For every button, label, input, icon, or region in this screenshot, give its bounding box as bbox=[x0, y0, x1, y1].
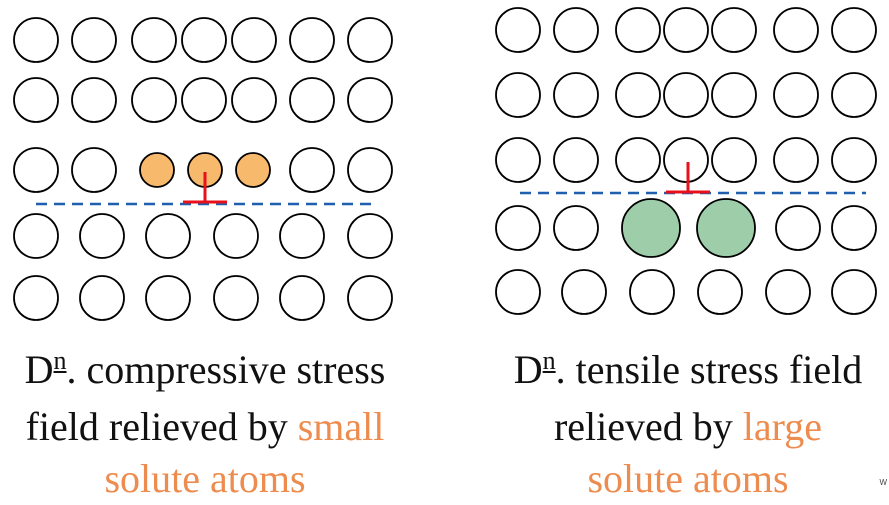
host-atom bbox=[711, 7, 757, 53]
right-caption: Dn. tensile stress field relieved by lar… bbox=[488, 344, 888, 505]
host-atom bbox=[553, 7, 599, 53]
host-atom bbox=[213, 275, 259, 321]
host-atom bbox=[347, 275, 393, 321]
host-atom bbox=[347, 17, 393, 63]
host-atom bbox=[347, 147, 393, 193]
right-caption-line3: solute atoms bbox=[587, 456, 789, 501]
host-atom bbox=[279, 275, 325, 321]
host-atom bbox=[773, 72, 819, 118]
host-atom bbox=[561, 269, 607, 315]
host-atom bbox=[131, 77, 177, 123]
large-solute-atom bbox=[696, 198, 756, 258]
right-caption-line1: Dn. tensile stress field bbox=[513, 346, 863, 392]
large-solute-atom bbox=[621, 198, 681, 258]
host-atom bbox=[145, 275, 191, 321]
host-atom bbox=[773, 137, 819, 183]
host-atom bbox=[831, 72, 877, 118]
host-atom bbox=[13, 213, 59, 259]
host-atom bbox=[773, 7, 819, 53]
host-atom bbox=[553, 72, 599, 118]
host-atom bbox=[79, 213, 125, 259]
host-atom bbox=[831, 205, 877, 251]
host-atom bbox=[615, 72, 661, 118]
host-atom bbox=[13, 77, 59, 123]
host-atom bbox=[775, 205, 821, 251]
host-atom bbox=[663, 72, 709, 118]
host-atom bbox=[79, 275, 125, 321]
host-atom bbox=[13, 17, 59, 63]
host-atom bbox=[553, 137, 599, 183]
left-caption-line3: solute atoms bbox=[104, 456, 306, 501]
right-lattice bbox=[495, 7, 877, 315]
host-atom bbox=[13, 147, 59, 193]
host-atom bbox=[289, 77, 335, 123]
host-atom bbox=[347, 77, 393, 123]
host-atom bbox=[553, 205, 599, 251]
left-caption-line1: Dn. compressive stress bbox=[24, 346, 386, 392]
left-caption-line2: field relieved by small bbox=[25, 404, 385, 449]
host-atom bbox=[347, 213, 393, 259]
host-atom bbox=[279, 213, 325, 259]
host-atom bbox=[711, 72, 757, 118]
host-atom bbox=[231, 77, 277, 123]
small-solute-atom bbox=[235, 152, 271, 188]
host-atom bbox=[145, 213, 191, 259]
host-atom bbox=[663, 7, 709, 53]
host-atom bbox=[213, 213, 259, 259]
host-atom bbox=[765, 269, 811, 315]
host-atom bbox=[615, 137, 661, 183]
host-atom bbox=[663, 137, 709, 183]
host-atom bbox=[71, 77, 117, 123]
host-atom bbox=[615, 7, 661, 53]
host-atom bbox=[289, 17, 335, 63]
host-atom bbox=[495, 205, 541, 251]
host-atom bbox=[831, 137, 877, 183]
right-caption-line2: relieved by large bbox=[553, 404, 823, 449]
host-atom bbox=[289, 147, 335, 193]
host-atom bbox=[181, 17, 227, 63]
host-atom bbox=[831, 269, 877, 315]
host-atom bbox=[71, 147, 117, 193]
corner-mark: W bbox=[879, 478, 887, 487]
left-caption: Dn. compressive stress field relieved by… bbox=[0, 344, 410, 505]
host-atom bbox=[697, 269, 743, 315]
host-atom bbox=[711, 137, 757, 183]
host-atom bbox=[131, 17, 177, 63]
host-atom bbox=[495, 7, 541, 53]
host-atom bbox=[831, 7, 877, 53]
host-atom bbox=[231, 17, 277, 63]
small-solute-atom bbox=[139, 152, 175, 188]
host-atom bbox=[181, 77, 227, 123]
host-atom bbox=[71, 17, 117, 63]
host-atom bbox=[629, 269, 675, 315]
host-atom bbox=[495, 269, 541, 315]
host-atom bbox=[495, 137, 541, 183]
diagram-canvas bbox=[13, 7, 877, 321]
left-lattice bbox=[13, 17, 393, 321]
host-atom bbox=[13, 275, 59, 321]
host-atom bbox=[495, 72, 541, 118]
